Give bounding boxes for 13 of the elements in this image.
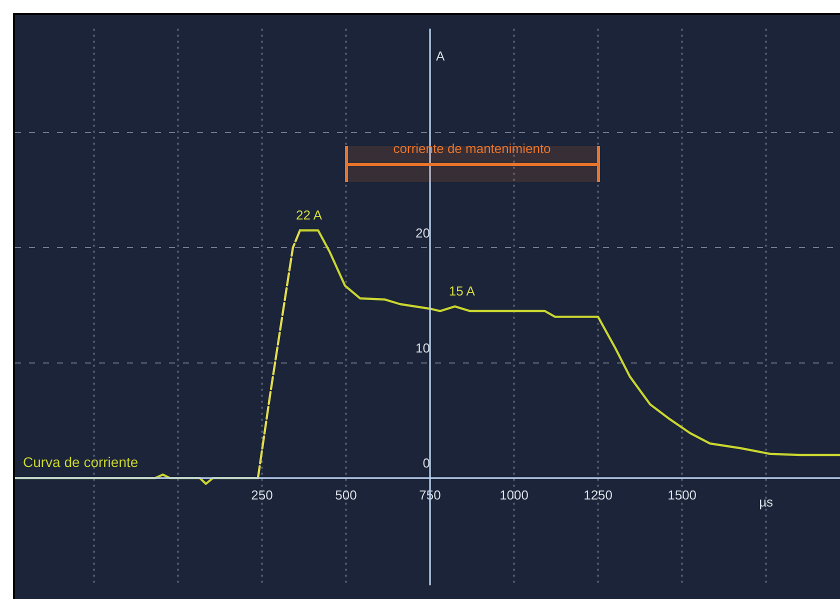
x-tick-label: 1250 [584,487,613,502]
x-tick-label: 1500 [668,487,697,502]
y-tick-label: 20 [416,225,430,240]
y-tick-label: 0 [422,456,430,471]
x-tick-label: 500 [335,487,357,502]
series-label: Curva de corriente [23,454,138,470]
annotation: 15 A [448,284,476,298]
y-axis-title: A [436,48,446,64]
x-tick-label: 1000 [500,487,528,502]
annotation: 22 A [296,207,322,222]
y-tick-label: 10 [416,340,430,356]
x-tick-label: 250 [251,487,273,502]
x-axis-title: µs [759,494,774,510]
